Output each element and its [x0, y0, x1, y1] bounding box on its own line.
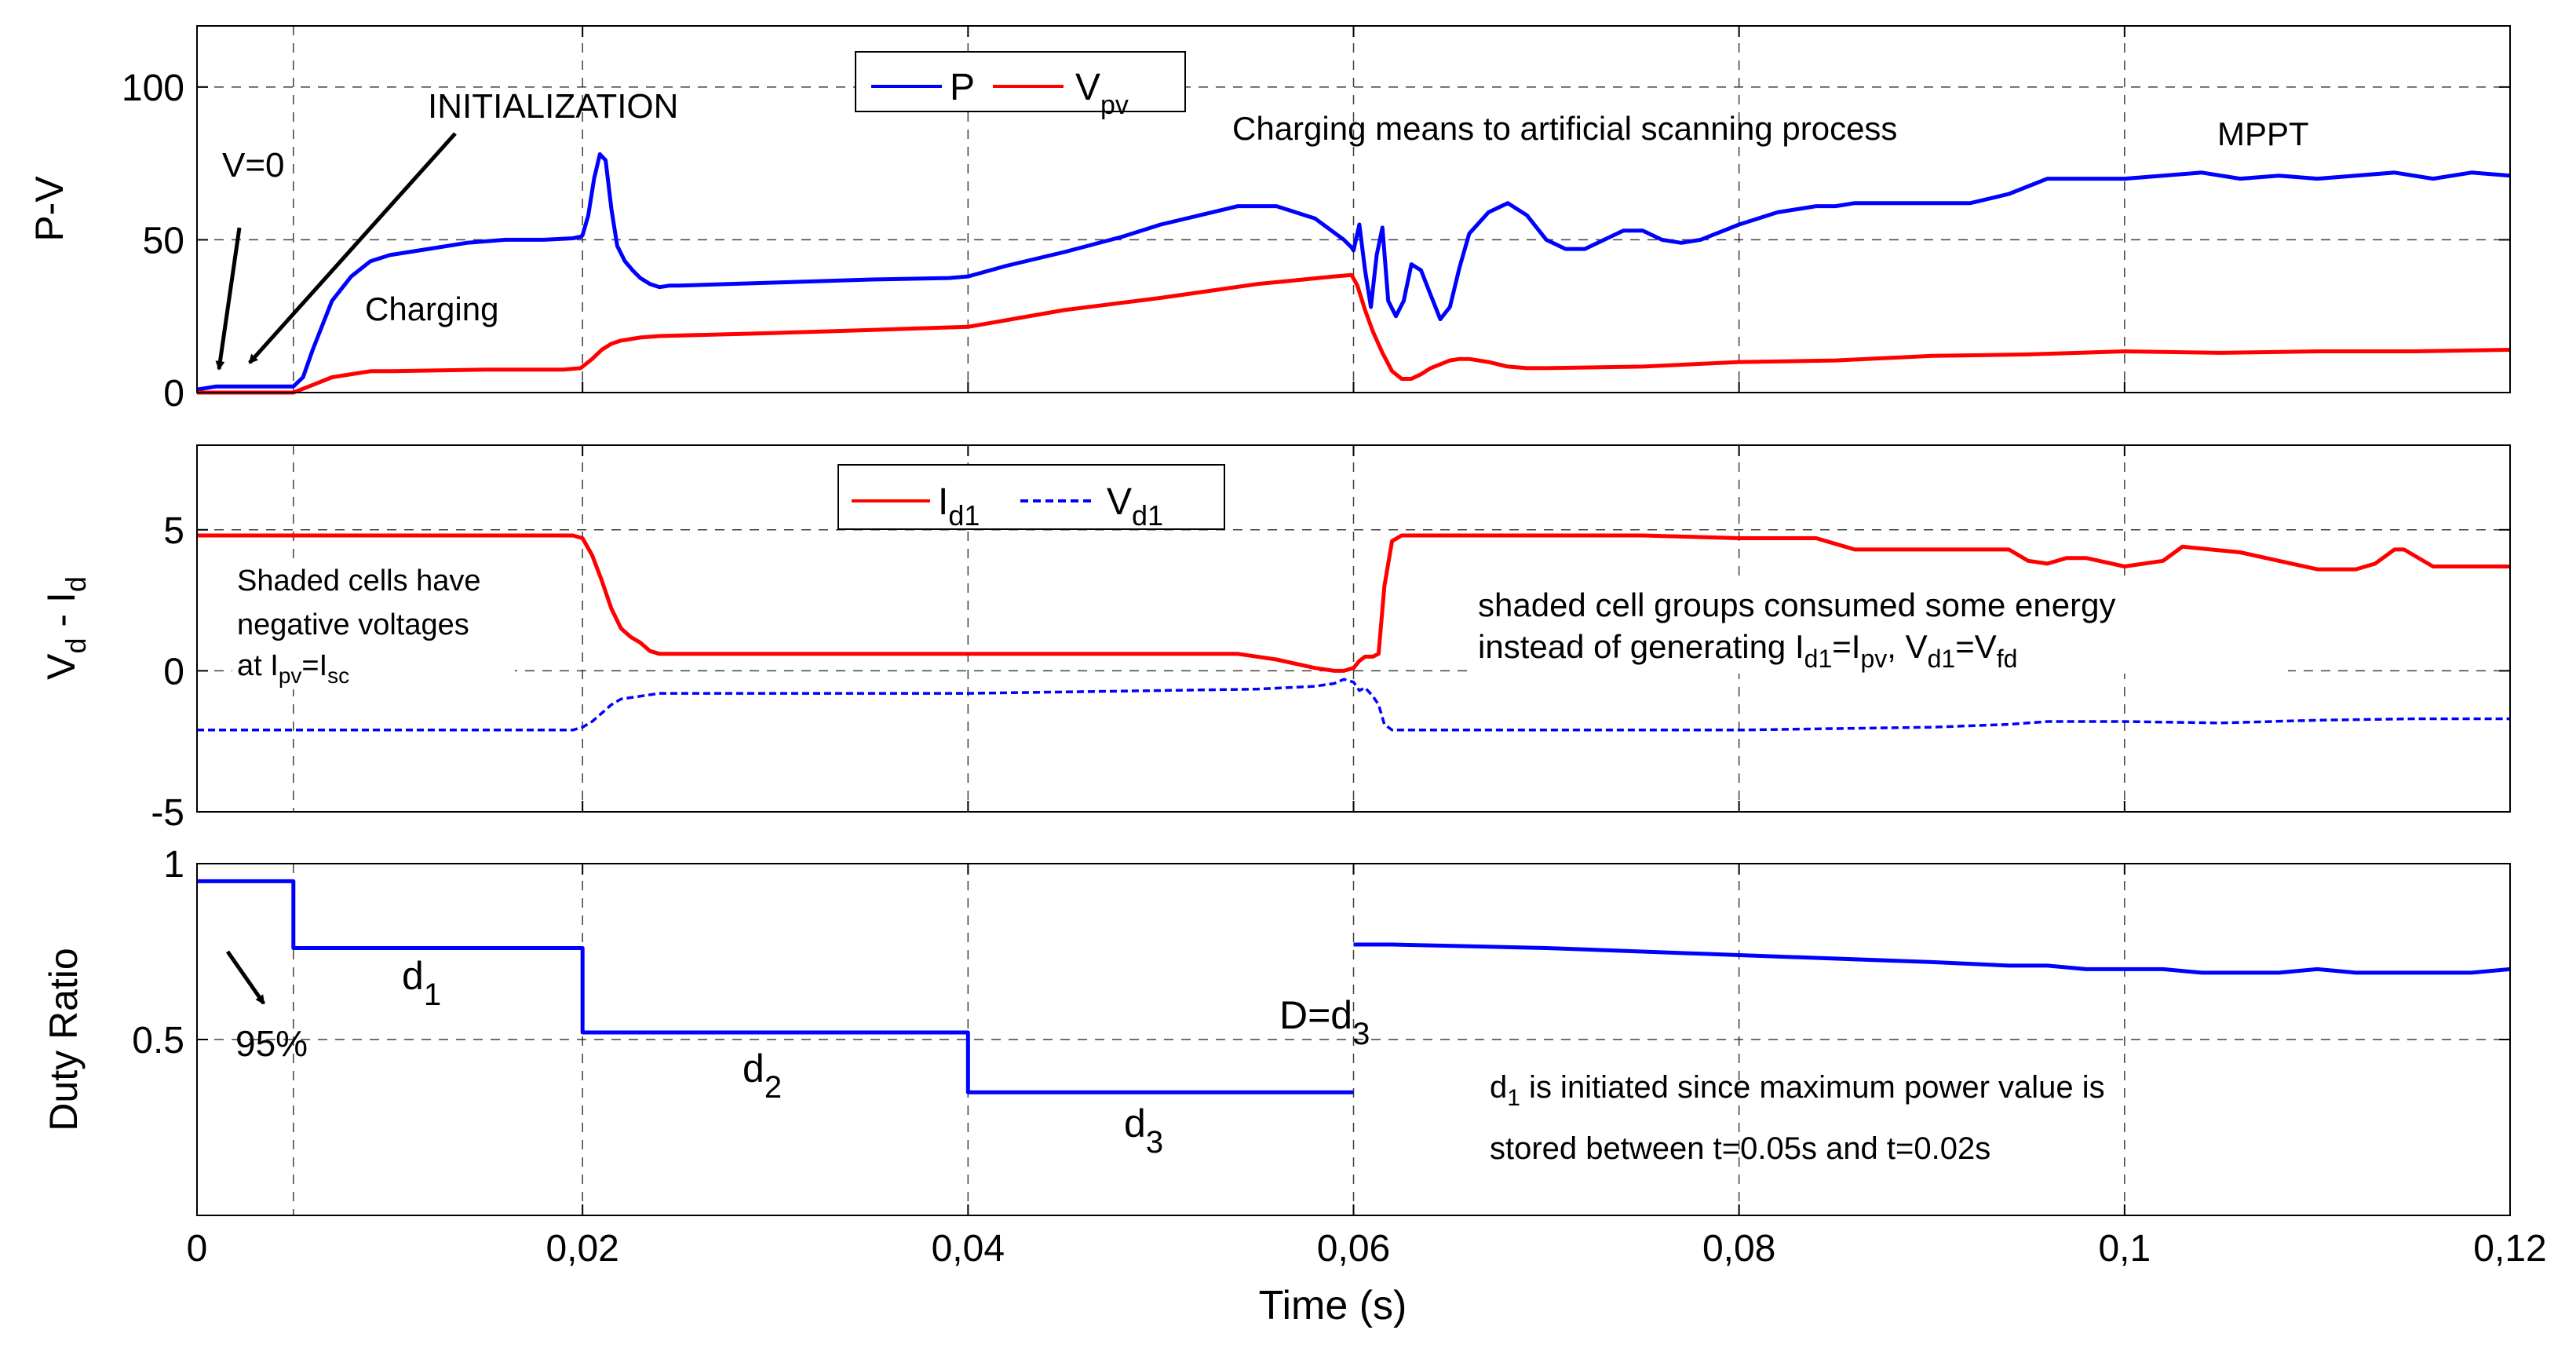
- y-axis-label-vd-id: Vd - Id: [39, 576, 92, 680]
- legend-label-vd1: Vd1: [1107, 481, 1163, 532]
- panel-duty: 0.51 0 0,02 0,04 0,06 0,08 0,1 0,12 Duty Ratio…: [42, 844, 2547, 1328]
- legend-box-vd-id: [837, 464, 1225, 530]
- y-tick-label: 0: [163, 373, 184, 415]
- arrow-95: [225, 950, 266, 1005]
- annotation-initialization: INITIALIZATION: [428, 87, 678, 126]
- x-tick-label: 0,1: [2098, 1228, 2151, 1270]
- annotation-d1: d1: [402, 954, 441, 1012]
- y-ticks-duty: 0.51: [132, 844, 2511, 1215]
- y-tick-label: 50: [143, 220, 184, 261]
- y-tick-label: 0: [163, 651, 184, 692]
- series-line-id1: [197, 533, 2510, 673]
- annotation-mppt: MPPT: [2217, 115, 2309, 152]
- annotation-d1-initiated-1: d1 is initiated since maximum power valu…: [1490, 1070, 2105, 1111]
- annotation-d1-initiated-2: stored between t=0.05s and t=0.02s: [1490, 1131, 1990, 1166]
- legend-pv: P Vpv: [855, 51, 1186, 120]
- annotation-shaded-1: Shaded cells have: [237, 565, 481, 597]
- annotation-shaded-3: at Ipv=Isc: [237, 649, 349, 688]
- x-tick-label: 0,08: [1702, 1228, 1775, 1270]
- legend-label-p: P: [950, 67, 975, 108]
- y-tick-label: 1: [163, 844, 184, 886]
- series-pv: [196, 152, 2511, 395]
- y-ticks-vd-id: -5 0 5: [151, 445, 2511, 834]
- annotation-bg-shaded: [232, 559, 515, 689]
- y-tick-label: 0.5: [132, 1020, 184, 1062]
- x-tick-label: 0,04: [932, 1228, 1005, 1270]
- legend-vd-id: Id1 Vd1: [837, 464, 1225, 532]
- arrow-initialization: [248, 132, 457, 364]
- annotation-charging: Charging: [365, 290, 498, 327]
- x-tick-label: 0,02: [545, 1228, 618, 1270]
- panel-pv: 0 50 100 P-V P Vpv V=0 INITIALIZATION Char…: [27, 25, 2511, 415]
- x-axis-label: Time (s): [1259, 1283, 1407, 1328]
- annotation-D-d3: D=d3: [1279, 993, 1370, 1051]
- series-line-vd1: [197, 678, 2510, 732]
- annotation-energy-1: shaded cell groups consumed some energy: [1478, 586, 2115, 623]
- y-tick-label: 100: [122, 68, 184, 109]
- legend-box-pv: [855, 51, 1186, 112]
- annotation-energy-2: instead of generating Id1=Ipv, Vd1=Vfd: [1478, 628, 2017, 673]
- series-line-p: [196, 152, 2511, 392]
- annotation-d3: d3: [1124, 1102, 1163, 1160]
- series-line-d: [197, 879, 1354, 1094]
- annotation-95: 95%: [235, 1023, 308, 1064]
- panel-vd-id: -5 0 5 Vd - Id Id1 Vd1 Shaded cells have n…: [39, 444, 2511, 834]
- legend-label-v: Vpv: [1075, 67, 1129, 120]
- y-tick-label: 5: [163, 510, 184, 552]
- y-axis-label-pv: P-V: [27, 176, 71, 242]
- y-ticks-pv: 0 50 100: [122, 26, 2511, 415]
- series-duty: [197, 879, 2511, 1094]
- legend-label-id1: Id1: [938, 481, 980, 532]
- y-axis-label-duty: Duty Ratio: [42, 948, 86, 1131]
- annotation-v0: V=0: [222, 146, 285, 185]
- series-vd-id: [197, 533, 2510, 732]
- series-line-d-mppt: [1353, 942, 2511, 975]
- annotation-scanning: Charging means to artificial scanning pr…: [1232, 110, 1897, 147]
- grid-pv: [197, 26, 2510, 393]
- annotation-shaded-2: negative voltages: [237, 608, 469, 641]
- annotation-bg-energy: [1472, 579, 2288, 674]
- x-tick-label: 0,06: [1317, 1228, 1390, 1270]
- annotation-d2: d2: [743, 1047, 782, 1105]
- series-line-v: [197, 272, 2511, 395]
- x-tick-label: 0,12: [2473, 1228, 2546, 1270]
- x-ticks: 0 0,02 0,04 0,06 0,08 0,1 0,12: [187, 1228, 2547, 1270]
- y-tick-label: -5: [151, 792, 184, 834]
- x-tick-label: 0: [187, 1228, 208, 1270]
- arrow-v0: [215, 227, 242, 371]
